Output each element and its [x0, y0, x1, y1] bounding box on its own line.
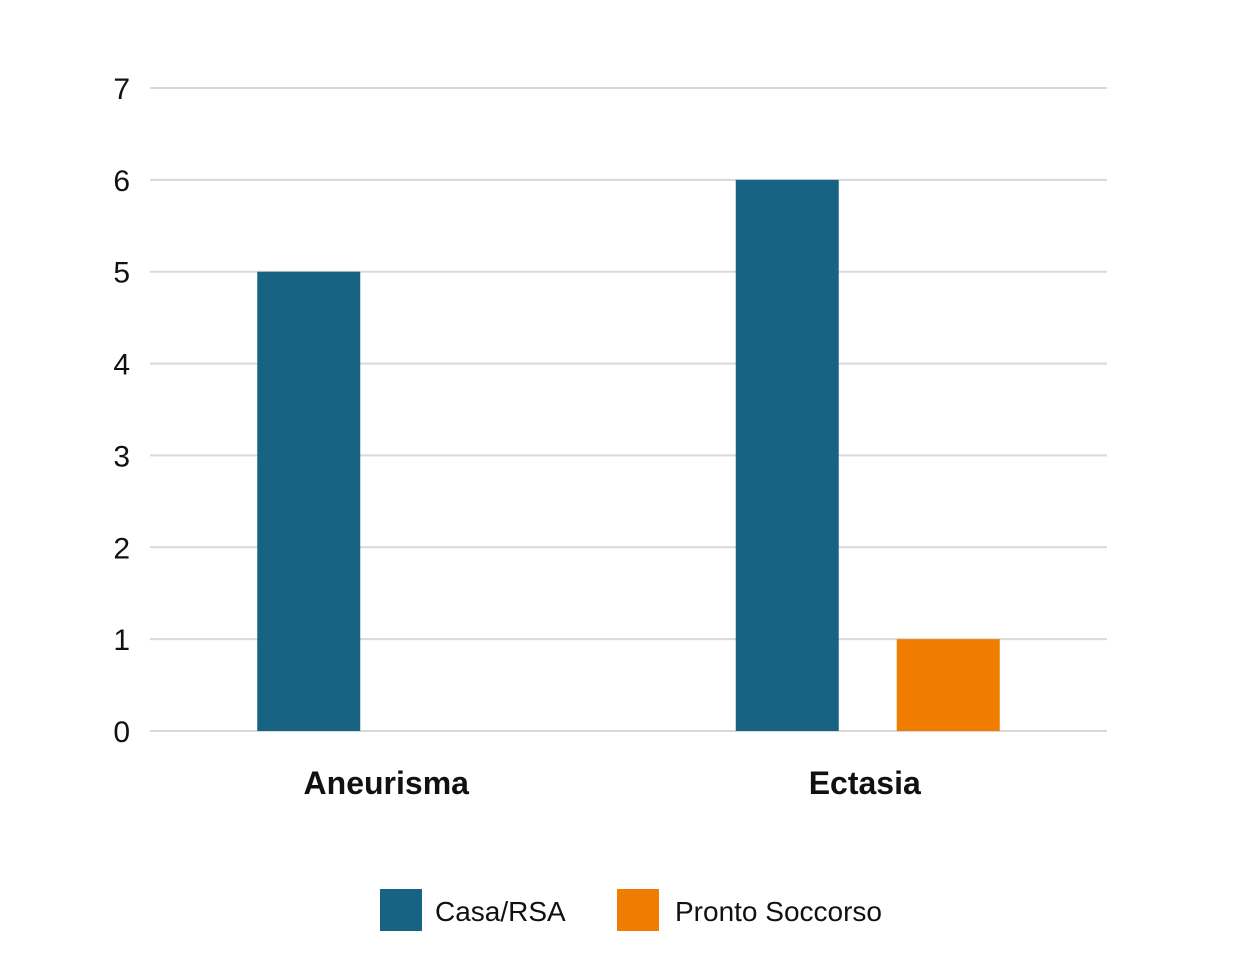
legend-swatch [380, 889, 422, 931]
bar-casa-rsa-aneurisma [257, 271, 361, 731]
legend-item: Pronto Soccorso [617, 889, 882, 931]
y-tick-label: 7 [113, 73, 130, 106]
bar-casa-rsa-ectasia [735, 179, 839, 731]
x-category-label: Ectasia [809, 765, 921, 801]
legend: Casa/RSA Pronto Soccorso [380, 889, 882, 931]
legend-label: Pronto Soccorso [675, 896, 882, 927]
x-axis-categories: Aneurisma Ectasia [304, 765, 921, 801]
y-tick-label: 2 [113, 532, 130, 565]
y-tick-label: 6 [113, 165, 130, 198]
y-tick-label: 5 [113, 257, 130, 290]
y-tick-label: 0 [113, 716, 130, 749]
y-tick-label: 4 [113, 349, 130, 382]
legend-item: Casa/RSA [380, 889, 566, 931]
legend-label: Casa/RSA [435, 896, 566, 927]
bar-pronto-soccorso-ectasia [896, 639, 1000, 731]
legend-swatch [617, 889, 659, 931]
y-tick-label: 1 [113, 624, 130, 657]
x-category-label: Aneurisma [304, 765, 470, 801]
bars [257, 179, 1000, 731]
y-axis-ticks: 0 1 2 3 4 5 6 7 [113, 73, 130, 749]
y-tick-label: 3 [113, 440, 130, 473]
